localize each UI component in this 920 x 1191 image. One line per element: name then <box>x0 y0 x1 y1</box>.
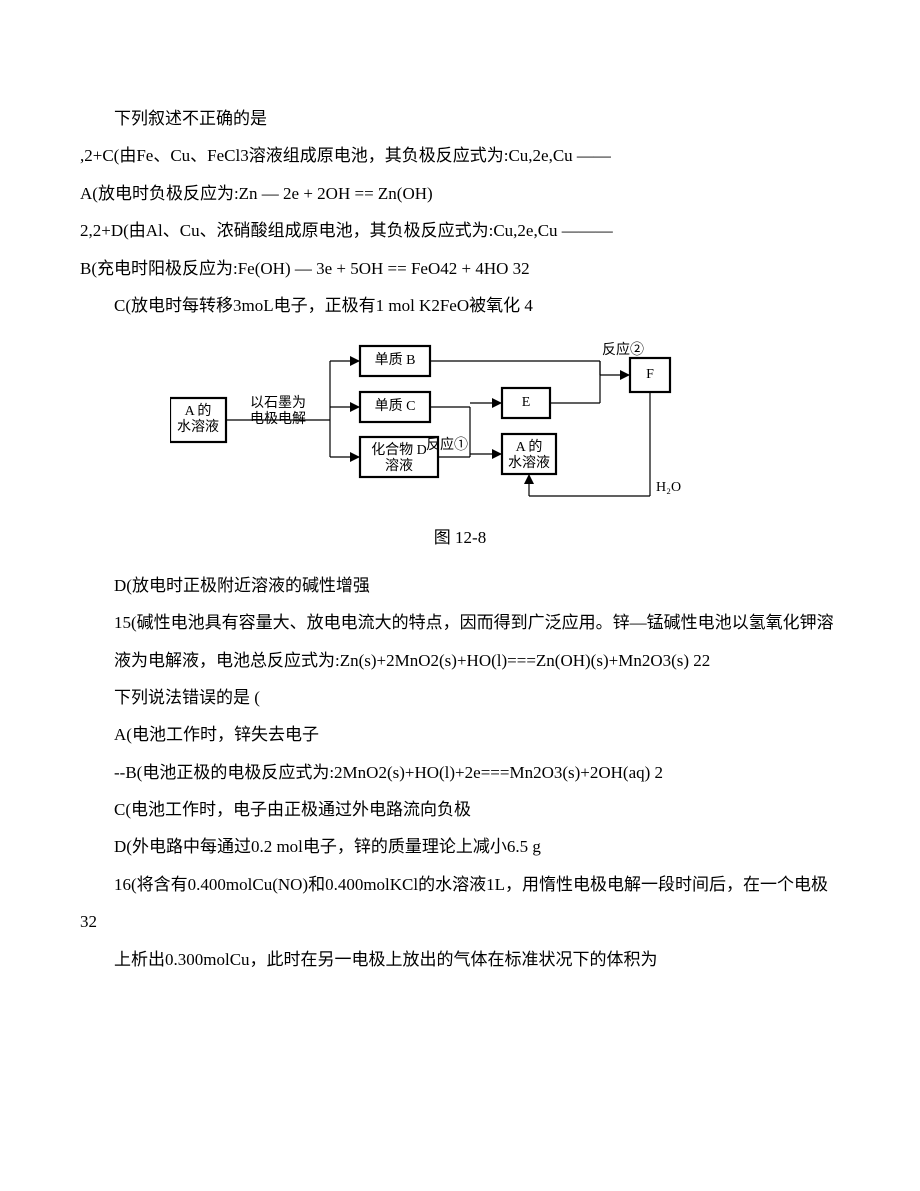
flow-diagram: A 的水溶液单质 B单质 C化合物 D溶液EA 的水溶液F以石墨为电极电解反应①… <box>170 336 840 511</box>
svg-text:H₂O: H₂O <box>656 481 681 496</box>
text-line: 下列说法错误的是 ( <box>80 679 840 716</box>
text-line: C(放电时每转移3moL电子，正极有1 mol K2FeO被氧化 4 <box>80 287 840 324</box>
svg-text:单质 B: 单质 B <box>375 353 416 369</box>
svg-text:反应②: 反应② <box>602 342 644 359</box>
text-line: A(电池工作时，锌失去电子 <box>80 716 840 753</box>
text-line: 2,2+D(由Al、Cu、浓硝酸组成原电池，其负极反应式为:Cu,2e,Cu —… <box>80 212 840 249</box>
svg-text:化合物 D: 化合物 D <box>371 443 427 459</box>
text-line: 上析出0.300molCu，此时在另一电极上放出的气体在标准状况下的体积为 <box>80 941 840 978</box>
svg-text:单质 C: 单质 C <box>375 399 416 415</box>
text-line: 下列叙述不正确的是 <box>80 100 840 137</box>
svg-text:电极电解: 电极电解 <box>250 412 306 428</box>
svg-text:E: E <box>522 396 531 411</box>
page-root: 下列叙述不正确的是 ,2+C(由Fe、Cu、FeCl3溶液组成原电池，其负极反应… <box>0 0 920 1191</box>
text-line: A(放电时负极反应为:Zn — 2e + 2OH == Zn(OH) <box>80 175 840 212</box>
text-line: D(外电路中每通过0.2 mol电子，锌的质量理论上减小6.5 g <box>80 828 840 865</box>
text-line: 液为电解液，电池总反应式为:Zn(s)+2MnO2(s)+HO(l)===Zn(… <box>80 642 840 679</box>
text-line: D(放电时正极附近溶液的碱性增强 <box>80 567 840 604</box>
text-line: 15(碱性电池具有容量大、放电电流大的特点，因而得到广泛应用。锌—锰碱性电池以氢… <box>80 604 840 641</box>
figure-caption: 图 12-8 <box>80 519 840 556</box>
svg-text:溶液: 溶液 <box>385 459 413 475</box>
text-line: 16(将含有0.400molCu(NO)和0.400molKCl的水溶液1L，用… <box>80 866 840 941</box>
svg-text:A 的: A 的 <box>516 440 543 456</box>
svg-text:水溶液: 水溶液 <box>177 420 219 436</box>
text-line: ,2+C(由Fe、Cu、FeCl3溶液组成原电池，其负极反应式为:Cu,2e,C… <box>80 137 840 174</box>
text-line: B(充电时阳极反应为:Fe(OH) — 3e + 5OH == FeO42 + … <box>80 250 840 287</box>
text-line: C(电池工作时，电子由正极通过外电路流向负极 <box>80 791 840 828</box>
svg-text:水溶液: 水溶液 <box>508 456 550 472</box>
svg-text:F: F <box>646 368 654 383</box>
flow-diagram-svg: A 的水溶液单质 B单质 C化合物 D溶液EA 的水溶液F以石墨为电极电解反应①… <box>170 336 705 511</box>
svg-text:A 的: A 的 <box>185 404 212 420</box>
svg-text:反应①: 反应① <box>426 437 468 454</box>
svg-text:以石墨为: 以石墨为 <box>250 396 306 412</box>
text-line: --B(电池正极的电极反应式为:2MnO2(s)+HO(l)+2e===Mn2O… <box>80 754 840 791</box>
